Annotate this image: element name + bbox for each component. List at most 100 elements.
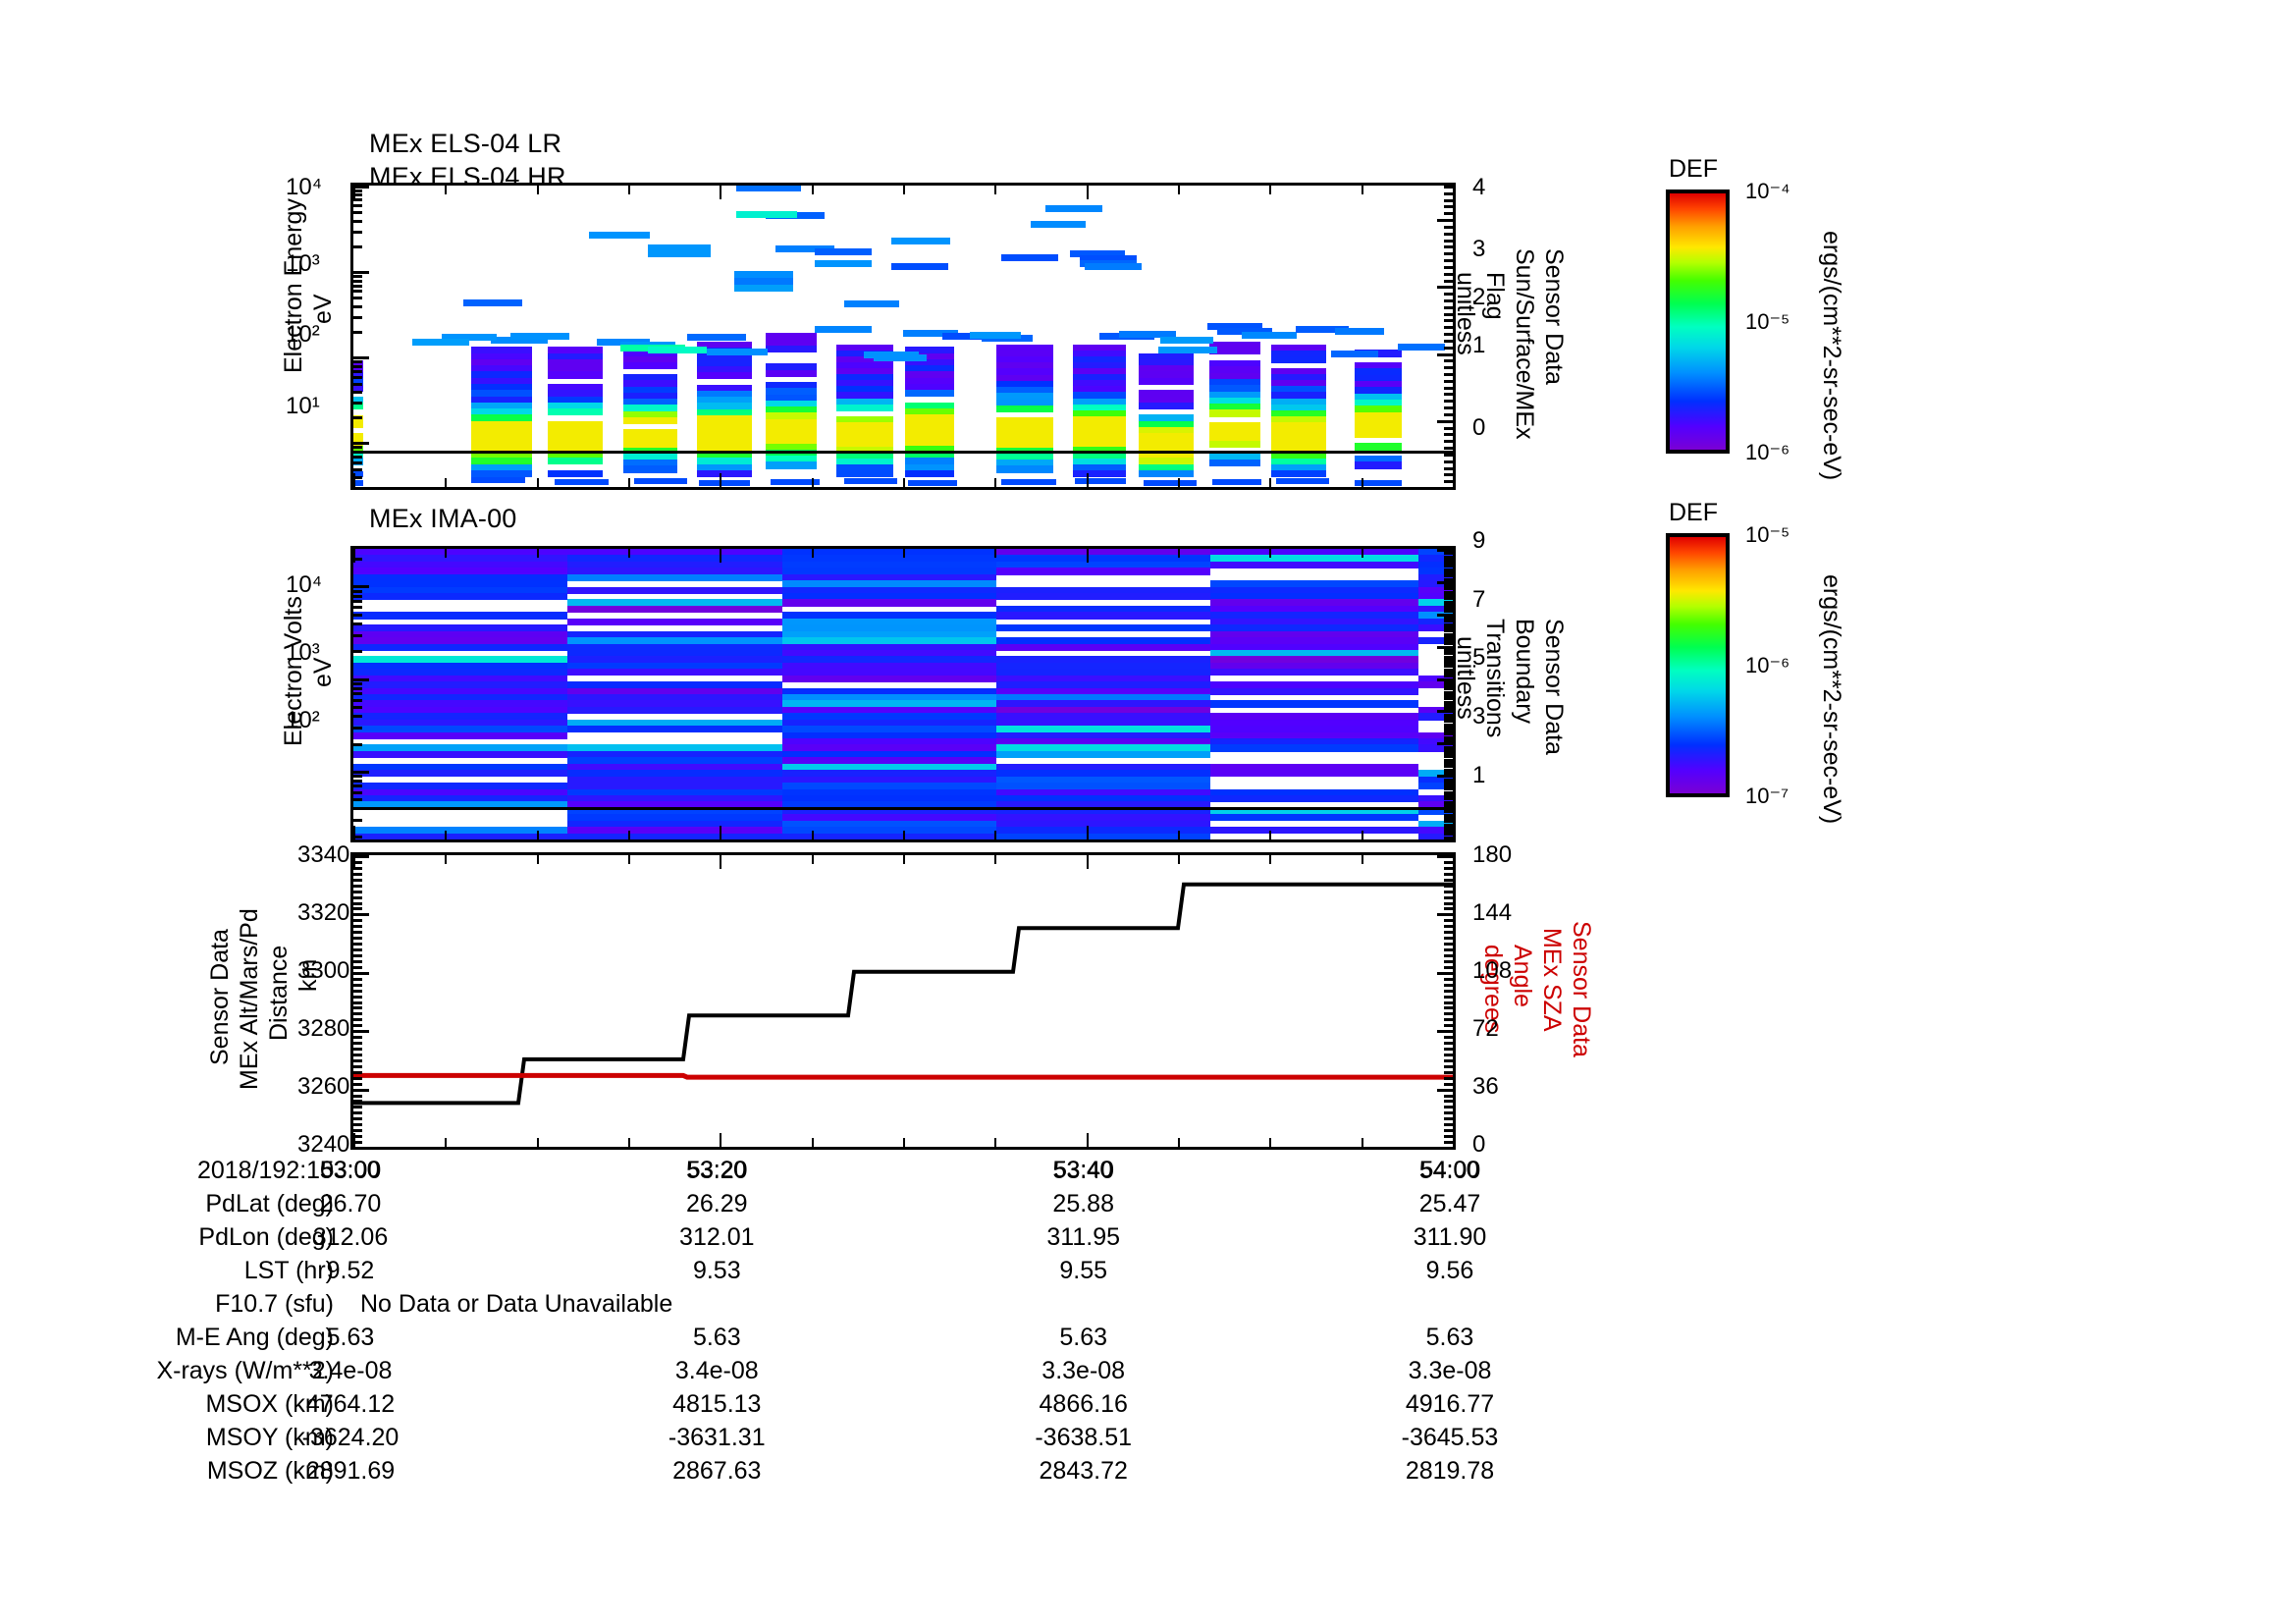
panel2-transition-line — [353, 807, 1453, 810]
table-cell: 53:20 — [686, 1157, 748, 1184]
x-tick-54-00: 54:00 — [1419, 1157, 1480, 1183]
panel3-ytick-3280: 3280 — [297, 1015, 350, 1042]
table-row-label: M-E Ang (deg) — [175, 1324, 334, 1351]
panel3-ylabel-left-line3: Distance — [265, 945, 293, 1041]
panel3-traces — [353, 882, 1453, 1106]
table-cell: 4764.12 — [305, 1390, 396, 1418]
panel3-ytick-right-180: 180 — [1472, 841, 1513, 868]
table-cell: 54:00 — [1418, 1157, 1481, 1184]
x-tick-53-40: 53:40 — [1053, 1157, 1113, 1183]
table-cell: 26.29 — [686, 1190, 748, 1217]
panel2-ytick-right-3: 3 — [1472, 703, 1486, 730]
panel3-ytick-3260: 3260 — [297, 1073, 350, 1100]
table-row-label: LST (hr) — [243, 1257, 334, 1284]
colorbar-2-tick-bottom: 10⁻⁷ — [1745, 784, 1789, 808]
table-cell: 3.3e-08 — [1041, 1357, 1126, 1384]
table-cell: 311.90 — [1413, 1223, 1487, 1251]
panel3-ylabel-left-line1: Sensor Data — [206, 929, 234, 1065]
panel2-ytick-right-1: 1 — [1472, 762, 1486, 788]
table-cell: 4916.77 — [1405, 1390, 1495, 1418]
panel2-ytick-1e2: 10² — [286, 707, 320, 733]
table-cell: 9.52 — [326, 1257, 375, 1284]
table-cell: 25.88 — [1052, 1190, 1114, 1217]
table-cell: 53:00 — [319, 1157, 382, 1184]
panel1-title-lr: MEx ELS-04 LR — [369, 129, 562, 158]
table-cell: 4815.13 — [672, 1390, 762, 1418]
panel1-ytick-1e3: 10³ — [286, 250, 320, 277]
sza-trace — [353, 1072, 1453, 1080]
panel2-plot-area[interactable] — [350, 546, 1456, 842]
table-cell: 312.06 — [312, 1223, 389, 1251]
panel1-ytick-right-1: 1 — [1472, 332, 1486, 358]
table-cell: 25.47 — [1418, 1190, 1481, 1217]
colorbar-2 — [1666, 533, 1730, 797]
table-cell: -3624.20 — [301, 1424, 400, 1451]
table-cell: -3631.31 — [667, 1424, 766, 1451]
panel3-ylabel-left-line2: MEx Alt/Mars/Pd — [236, 908, 263, 1090]
panel1-ytick-right-4: 4 — [1472, 174, 1486, 200]
panel1-ylabel-right-line2: Sun/Surface/MEx — [1511, 248, 1538, 440]
table-cell: 3.4e-08 — [308, 1357, 393, 1384]
table-cell: 26.70 — [319, 1190, 382, 1217]
panel2-ytick-right-5: 5 — [1472, 644, 1486, 671]
panel3-ytick-right-0: 0 — [1472, 1131, 1486, 1158]
table-cell: 2819.78 — [1405, 1457, 1495, 1485]
panel1-ytick-right-0: 0 — [1472, 414, 1486, 441]
panel3-ylabel-right-line2: MEx SZA — [1538, 928, 1566, 1032]
panel1-ytick-right-3: 3 — [1472, 236, 1486, 262]
panel3-ylabel-right-line1: Sensor Data — [1568, 921, 1595, 1057]
table-cell: 2891.69 — [305, 1457, 396, 1485]
panel1-ytick-1e4: 10⁴ — [286, 174, 323, 200]
table-cell: 9.55 — [1059, 1257, 1108, 1284]
table-row-label: PdLat (deg) — [205, 1190, 334, 1217]
table-cell: 4866.16 — [1039, 1390, 1128, 1418]
panel1-plot-area[interactable] — [350, 183, 1456, 490]
table-cell: 53:40 — [1052, 1157, 1114, 1184]
colorbar-1-unit: ergs/(cm**2-sr-sec-eV) — [1818, 231, 1845, 481]
panel1-flag-line — [353, 451, 1453, 454]
colorbar-2-tick-top: 10⁻⁵ — [1745, 522, 1790, 547]
panel1-ytick-1e2: 10² — [286, 321, 320, 348]
panel2-ytick-1e3: 10³ — [286, 639, 320, 666]
panel1-ytick-1e1: 10¹ — [286, 393, 320, 419]
panel2-ytick-1e4: 10⁴ — [286, 571, 323, 598]
table-cell: 9.53 — [692, 1257, 741, 1284]
colorbar-1-tick-top: 10⁻⁴ — [1745, 179, 1790, 203]
colorbar-2-tick-mid: 10⁻⁶ — [1745, 653, 1790, 677]
colorbar-2-label: DEF — [1669, 499, 1718, 526]
table-cell: 5.63 — [326, 1324, 375, 1351]
colorbar-1-tick-bottom: 10⁻⁶ — [1745, 440, 1790, 464]
table-row-label: 2018/192:10 — [196, 1157, 334, 1184]
table-cell: 9.56 — [1425, 1257, 1474, 1284]
table-cell: 3.4e-08 — [674, 1357, 759, 1384]
panel2-title: MEx IMA-00 — [369, 504, 517, 533]
panel3-plot-area[interactable] — [350, 852, 1456, 1150]
table-cell: 311.95 — [1046, 1223, 1120, 1251]
table-row-label: X-rays (W/m**2) — [156, 1357, 334, 1384]
table-row-label: MSOZ (km) — [206, 1457, 334, 1485]
altitude-trace — [353, 882, 1453, 1106]
panel2-ylabel-right-line2: Boundary — [1511, 619, 1538, 725]
panel1-ytick-right-2: 2 — [1472, 284, 1486, 310]
table-cell: -3645.53 — [1401, 1424, 1499, 1451]
panel1-ylabel-left-line2: eV — [309, 294, 337, 324]
panel2-ytick-right-9: 9 — [1472, 527, 1486, 554]
panel3-ytick-3300: 3300 — [297, 957, 350, 984]
x-tick-53-20: 53:20 — [687, 1157, 747, 1183]
panel3-ytick-right-36: 36 — [1472, 1073, 1499, 1100]
panel3-ytick-right-108: 108 — [1472, 957, 1513, 984]
panel3-ytick-3340: 3340 — [297, 841, 350, 868]
panel3-ytick-3320: 3320 — [297, 899, 350, 926]
panel3-ytick-right-144: 144 — [1472, 899, 1513, 926]
table-cell: 5.63 — [1059, 1324, 1108, 1351]
panel1-ylabel-right-line1: Sensor Data — [1540, 248, 1568, 385]
table-cell: 5.63 — [692, 1324, 741, 1351]
panel3-ytick-right-72: 72 — [1472, 1015, 1499, 1042]
panel3-ytick-3240: 3240 — [297, 1131, 350, 1158]
table-cell: 2843.72 — [1039, 1457, 1128, 1485]
table-cell: 2867.63 — [672, 1457, 762, 1485]
table-cell: 312.01 — [679, 1223, 755, 1251]
colorbar-2-unit: ergs/(cm**2-sr-sec-eV) — [1818, 574, 1845, 825]
table-cell: -3638.51 — [1035, 1424, 1133, 1451]
panel2-ytick-right-7: 7 — [1472, 586, 1486, 613]
